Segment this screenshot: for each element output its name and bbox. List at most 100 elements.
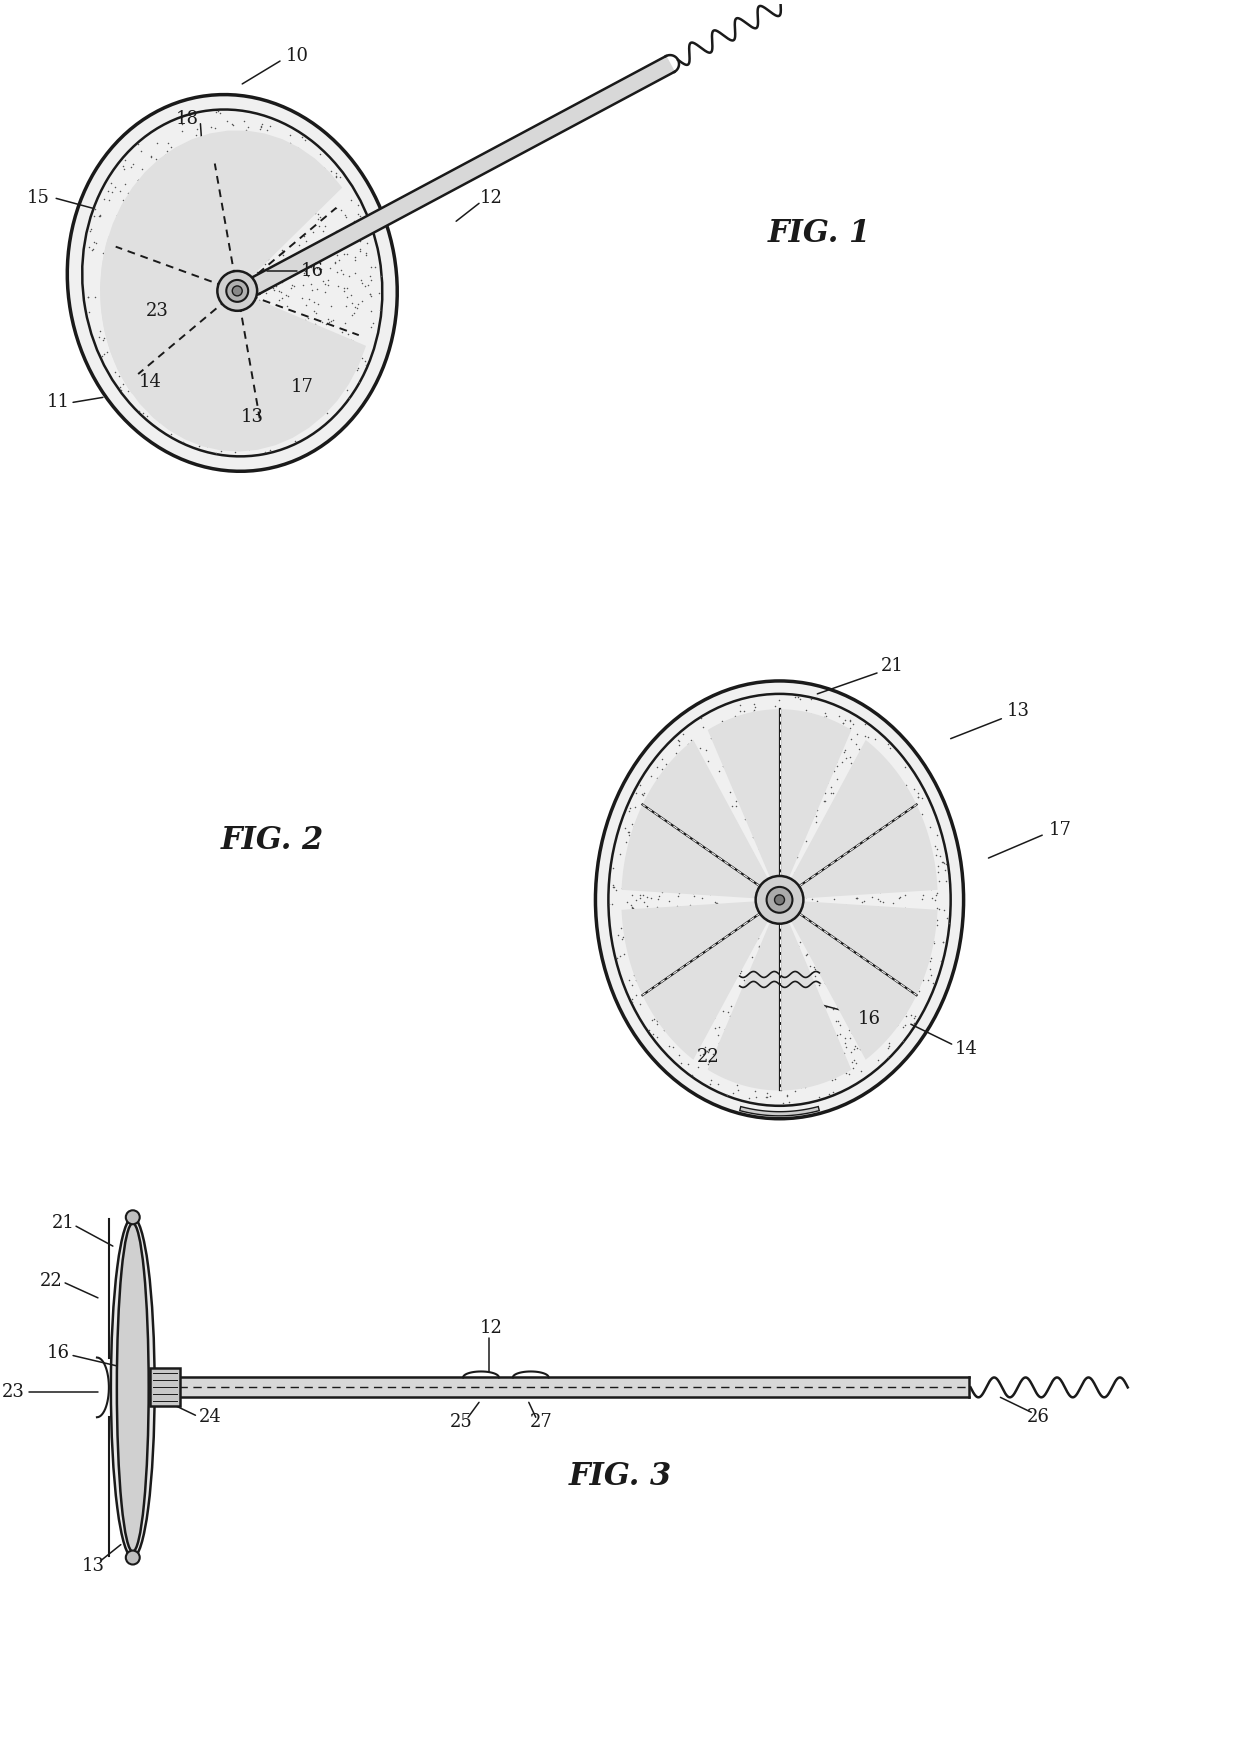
Point: [883, 889, 903, 917]
Point: [604, 855, 624, 882]
Point: [936, 905, 956, 933]
Point: [692, 992, 712, 1020]
Point: [786, 974, 806, 1002]
Point: [621, 809, 641, 837]
Point: [769, 764, 789, 792]
Point: [839, 768, 859, 796]
Point: [833, 860, 853, 888]
Point: [832, 747, 852, 775]
Point: [810, 827, 830, 855]
Point: [758, 903, 777, 931]
Text: 27: 27: [529, 1414, 552, 1431]
Point: [847, 1034, 867, 1061]
Point: [300, 170, 320, 198]
Point: [899, 846, 919, 874]
Point: [719, 922, 739, 950]
Point: [290, 144, 310, 172]
Point: [309, 165, 329, 193]
Point: [875, 1013, 895, 1040]
Point: [329, 342, 348, 370]
Point: [246, 151, 265, 179]
Point: [925, 832, 945, 860]
Point: [818, 853, 838, 881]
Point: [647, 943, 667, 971]
Point: [818, 898, 838, 926]
Point: [145, 240, 165, 267]
Point: [639, 957, 658, 985]
Point: [774, 773, 794, 801]
Point: [113, 370, 133, 398]
Point: [810, 829, 830, 856]
Point: [807, 736, 827, 764]
Point: [273, 130, 293, 158]
Point: [706, 931, 725, 959]
Point: [164, 233, 184, 261]
Point: [663, 1034, 683, 1061]
Point: [806, 778, 826, 806]
Point: [785, 683, 805, 710]
Point: [668, 896, 688, 924]
Point: [713, 844, 733, 872]
Point: [190, 370, 210, 398]
Point: [263, 347, 283, 375]
Point: [118, 283, 138, 311]
Point: [642, 895, 662, 922]
Point: [99, 255, 119, 283]
Point: [893, 1027, 913, 1054]
Text: 18: 18: [176, 109, 198, 129]
Point: [228, 151, 248, 179]
Point: [284, 273, 304, 301]
Point: [314, 267, 334, 295]
Point: [879, 1032, 899, 1060]
Point: [713, 955, 733, 983]
Point: [146, 361, 166, 389]
Point: [329, 245, 348, 273]
Point: [718, 726, 738, 754]
Point: [129, 306, 149, 334]
Point: [148, 257, 167, 285]
Point: [321, 156, 341, 184]
Point: [890, 969, 910, 997]
Point: [708, 1070, 728, 1098]
Point: [128, 198, 148, 226]
Point: [269, 261, 289, 288]
Point: [120, 280, 140, 307]
Point: [241, 382, 260, 410]
Point: [169, 281, 188, 309]
Point: [218, 349, 238, 377]
Point: [213, 198, 233, 226]
Point: [108, 254, 128, 281]
Point: [743, 823, 763, 851]
Point: [626, 966, 646, 994]
Point: [156, 219, 176, 247]
Point: [228, 309, 248, 337]
Point: [325, 250, 345, 278]
Point: [781, 815, 801, 842]
Point: [175, 393, 195, 420]
Point: [683, 1039, 703, 1067]
Point: [821, 1028, 841, 1056]
Text: 12: 12: [480, 189, 502, 207]
Point: [661, 823, 681, 851]
Point: [177, 420, 197, 448]
Point: [162, 313, 182, 340]
Point: [234, 334, 254, 361]
Point: [928, 879, 947, 907]
Point: [830, 929, 849, 957]
Point: [754, 1027, 774, 1054]
Point: [149, 278, 169, 306]
Point: [222, 207, 242, 234]
Point: [866, 794, 885, 822]
Point: [703, 936, 723, 964]
Point: [217, 208, 237, 236]
Point: [335, 222, 355, 250]
Point: [791, 709, 811, 736]
Point: [796, 698, 816, 726]
Point: [123, 264, 143, 292]
Point: [626, 981, 646, 1009]
Point: [216, 179, 236, 207]
Text: 13: 13: [1007, 702, 1030, 719]
Point: [709, 855, 729, 882]
Point: [729, 1035, 749, 1063]
Point: [801, 959, 821, 987]
